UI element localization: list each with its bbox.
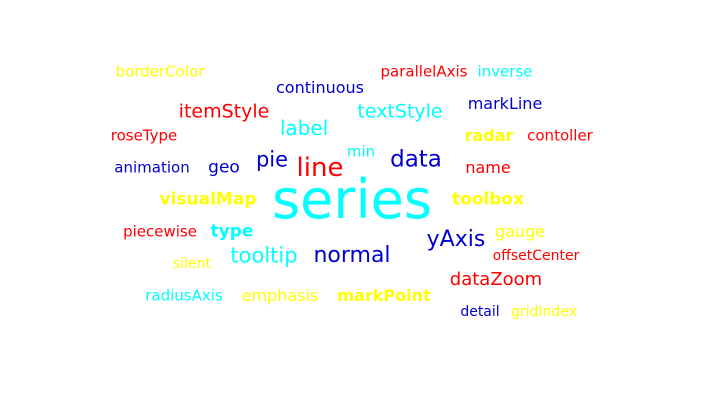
word-contoller: contoller (527, 126, 593, 145)
word-continuous: continuous (276, 78, 364, 97)
word-markLine: markLine (467, 94, 543, 113)
word-roseType: roseType (110, 126, 178, 145)
word-data: data (390, 146, 442, 173)
word-animation: animation (114, 158, 190, 177)
word-name: name (465, 158, 511, 177)
word-geo: geo (208, 157, 240, 178)
word-normal: normal (313, 243, 391, 268)
word-line: line (296, 153, 344, 183)
word-offsetCenter: offsetCenter (492, 248, 580, 264)
word-borderColor: borderColor (115, 62, 205, 81)
word-gauge: gauge (494, 222, 546, 241)
word-radar: radar (464, 126, 514, 145)
word-min: min (346, 142, 376, 161)
word-type: type (210, 221, 254, 242)
word-textStyle: textStyle (357, 100, 443, 123)
word-label: label (279, 116, 329, 140)
word-dataZoom: dataZoom (449, 269, 543, 290)
word-tooltip: tooltip (230, 243, 298, 268)
word-radiusAxis: radiusAxis (145, 286, 223, 305)
word-pie: pie (255, 147, 289, 172)
word-markPoint: markPoint (337, 286, 431, 305)
word-gridIndex: gridIndex (511, 304, 577, 320)
word-toolbox: toolbox (451, 189, 525, 210)
word-parallelAxis: parallelAxis (380, 62, 468, 81)
word-itemStyle: itemStyle (178, 100, 270, 123)
word-piecewise: piecewise (123, 222, 197, 241)
word-series: series (272, 168, 432, 231)
word-visualMap: visualMap (159, 189, 257, 210)
word-inverse: inverse (477, 62, 533, 81)
word-yAxis: yAxis (426, 227, 486, 252)
word-silent: silent (172, 256, 212, 272)
word-emphasis: emphasis (241, 286, 319, 305)
word-detail: detail (460, 304, 500, 320)
